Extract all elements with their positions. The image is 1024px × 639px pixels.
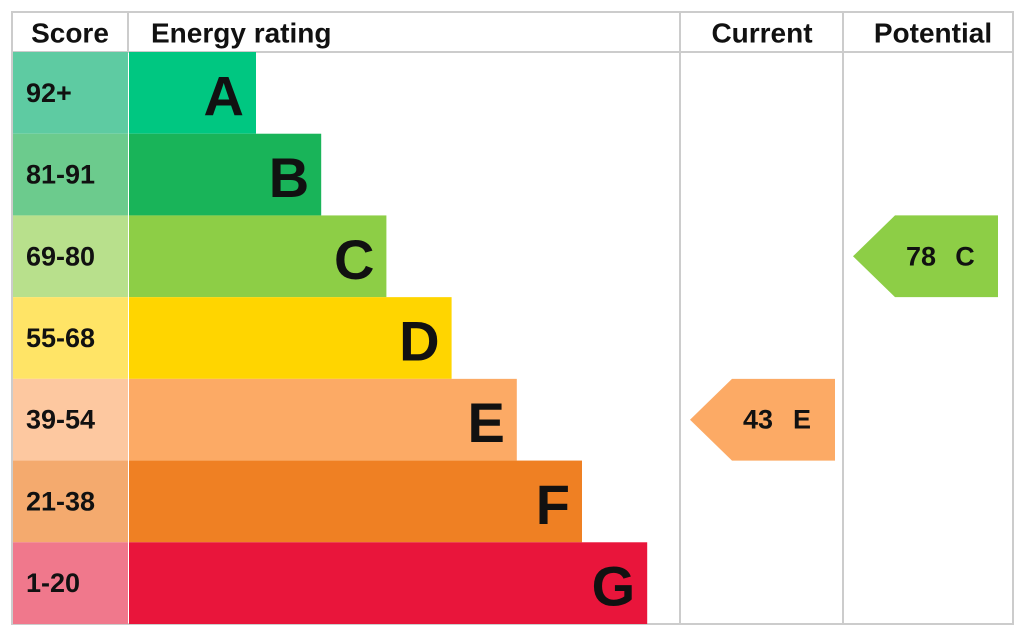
potential-letter: C [955, 241, 975, 271]
current-value: 43 [743, 405, 773, 435]
rating-letter: E [467, 391, 504, 454]
rating-letter: F [536, 473, 570, 536]
rating-letter: B [269, 146, 309, 209]
header-potential: Potential [874, 18, 992, 49]
score-label: 21-38 [26, 486, 95, 516]
header-score: Score [31, 18, 109, 49]
rating-bar [129, 215, 387, 298]
score-label: 92+ [26, 78, 72, 108]
rating-letter: C [334, 228, 374, 291]
score-cell [13, 52, 128, 134]
rating-letter: A [204, 64, 244, 127]
score-label: 55-68 [26, 323, 95, 353]
rating-bar [129, 52, 256, 134]
rating-bar [129, 297, 452, 379]
score-label: 1-20 [26, 568, 80, 598]
rating-bar [129, 542, 648, 624]
rating-bar [129, 460, 582, 543]
score-cell [13, 460, 128, 543]
header-rating: Energy rating [151, 18, 331, 49]
score-label: 81-91 [26, 160, 95, 190]
potential-arrow [853, 215, 998, 298]
rating-bar [129, 378, 517, 461]
potential-value: 78 [906, 241, 936, 271]
rating-letter: G [592, 555, 636, 618]
score-label: 39-54 [26, 405, 95, 435]
header-current: Current [711, 18, 812, 49]
rating-bar [129, 133, 322, 216]
current-arrow [690, 378, 835, 461]
score-cell [13, 297, 128, 379]
score-cell [13, 542, 128, 624]
score-cell [13, 378, 128, 461]
rating-letter: D [399, 310, 439, 373]
score-cell [13, 215, 128, 298]
score-cell [13, 133, 128, 216]
current-letter: E [793, 405, 811, 435]
score-label: 69-80 [26, 241, 95, 271]
